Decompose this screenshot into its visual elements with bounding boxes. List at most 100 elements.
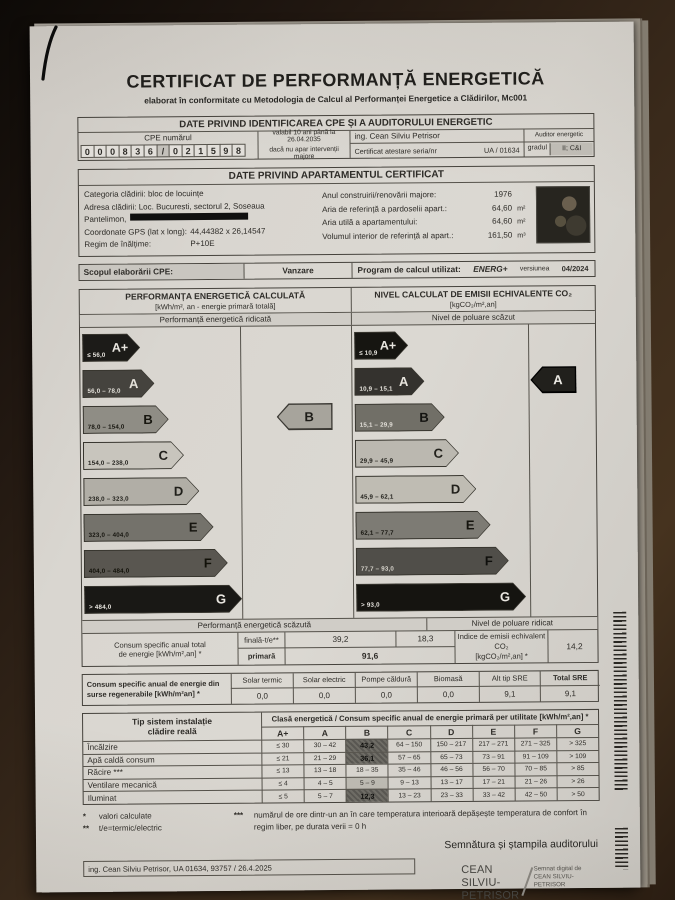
- validity-line2: dacă nu apar intervenții majore: [269, 145, 339, 161]
- utility-cell: 17 – 21: [472, 775, 515, 789]
- class-col-header: C: [387, 725, 430, 739]
- auditor-box-label: Auditor energetic: [524, 128, 594, 143]
- class-col-header: D: [429, 724, 472, 739]
- renewables-col-heat-pump: Pompe căldură: [354, 672, 417, 688]
- class-range: 62,1 – 77,7: [360, 529, 394, 537]
- energy-top-label: Performanță energetică ridicată: [79, 312, 352, 327]
- class-range: 45,9 – 62,1: [360, 493, 394, 501]
- class-letter: B: [143, 411, 153, 427]
- class-letter: D: [173, 483, 184, 499]
- program-label: Program de calcul utilizat:: [357, 264, 461, 276]
- final-electric-value: 18,3: [395, 631, 455, 648]
- class-range: > 93,0: [361, 601, 380, 609]
- apartment-section: DATE PRIVIND APARTAMENTUL CERTIFICAT Cat…: [77, 164, 596, 257]
- gps-value: 44,44382 x 26,14547: [190, 226, 266, 236]
- auditor-grade-cell: Auditor energetic gradul II; C&I: [524, 128, 594, 157]
- renewables-value: 0,0: [354, 687, 417, 703]
- grade-label: gradul: [527, 144, 548, 152]
- program-value: ENERG+: [473, 264, 508, 275]
- class-letter: A+: [379, 338, 397, 353]
- utility-cell: > 109: [556, 749, 599, 763]
- utility-cell-highlighted: 43,2: [345, 738, 388, 752]
- utility-cell: 13 – 23: [387, 788, 431, 802]
- renewables-label: Consum specific anual de energie din sur…: [86, 679, 220, 699]
- class-col-header: B: [345, 725, 388, 739]
- attestation-label: Certificat atestare seria/nr: [354, 145, 437, 156]
- footnotes: * valori calculate ** t/e=termic/electri…: [83, 807, 600, 834]
- utility-cell-shaded: 5 – 9: [345, 776, 388, 790]
- class-range: 154,0 – 238,0: [88, 459, 129, 467]
- height-row: Regim de înălțime: P+10E: [84, 238, 314, 252]
- signature-caption: Semnătura și ștampila auditorului: [444, 839, 599, 852]
- digital-signature-stamp: CEAN SILVIU- PETRISOR Semnat digital de …: [461, 863, 594, 900]
- utility-cell: ≤ 30: [261, 739, 304, 753]
- class-letter: D: [450, 481, 461, 497]
- utilities-class-table: Tip sistem instalație clădire reală Clas…: [82, 708, 600, 805]
- apartment-right-column: Anul construirii/renovării majore: 1976 …: [314, 185, 530, 250]
- purpose-label: Scopul elaborării CPE:: [79, 263, 245, 280]
- purpose-row: Scopul elaborării CPE: Vanzare Program d…: [78, 259, 596, 281]
- version-label: versiunea: [519, 265, 550, 273]
- utility-row-name: Iluminat: [83, 789, 262, 804]
- class-letter: C: [433, 445, 444, 461]
- height-label: Regim de înălțime:: [84, 239, 152, 250]
- gps-label: Coordonate GPS (lat x long):: [84, 226, 187, 237]
- class-range: 56,0 – 78,0: [87, 387, 121, 395]
- utility-cell: > 325: [556, 736, 599, 750]
- utility-cell: 150 – 217: [429, 737, 472, 751]
- class-range: 77,7 – 93,0: [360, 565, 395, 573]
- final-energy-label: finală-t/e**: [237, 632, 285, 649]
- class-range: 404,0 – 484,0: [88, 567, 130, 575]
- purpose-value: Vanzare: [244, 262, 353, 279]
- page-title: CERTIFICAT DE PERFORMANȚĂ ENERGETICĂ: [126, 68, 545, 92]
- class-range: 78,0 – 154,0: [87, 423, 125, 431]
- class-range: 238,0 – 323,0: [88, 495, 129, 503]
- class-letter: A+: [111, 340, 129, 355]
- height-value: P+10E: [190, 239, 215, 249]
- class-range: ≤ 10,9: [359, 349, 378, 357]
- footnote-2: ** t/e=termic/electric: [82, 822, 162, 833]
- class-letter: B: [419, 409, 429, 425]
- version-value: 04/2024: [561, 263, 589, 274]
- utility-cell: ≤ 21: [261, 751, 304, 765]
- class-col-header: A: [303, 725, 346, 740]
- utility-cell: ≤ 13: [261, 764, 304, 778]
- utility-cell: 73 – 91: [471, 750, 515, 764]
- stamp-name: CEAN SILVIU- PETRISOR: [461, 863, 520, 900]
- class-letter: G: [499, 589, 511, 605]
- utility-cell: 65 – 73: [429, 750, 473, 764]
- class-letter: F: [203, 555, 212, 571]
- energy-class-scale: ≤ 56,0 A+ 56,0 – 78,0 A 78,0 – 154,0 B 154,…: [79, 325, 355, 620]
- auditor-signature-box: ing. Cean Silviu Petrisor, UA 01634, 937…: [83, 858, 416, 878]
- identification-section: DATE PRIVIND IDENTIFICAREA CPE ȘI A AUDI…: [77, 112, 595, 162]
- utility-cell: 9 – 13: [387, 776, 431, 789]
- class-letter: C: [158, 447, 169, 463]
- attestation-value: UA / 01634: [483, 145, 520, 155]
- cpe-number-cell: CPE numărul 0 0 0 8 3 6 / 0 2 1 5 9: [78, 131, 259, 161]
- certificate-page: CERTIFICAT DE PERFORMANȚĂ ENERGETICĂ ela…: [29, 21, 641, 900]
- renewables-value: 0,0: [230, 688, 293, 704]
- utility-cell: ≤ 4: [261, 777, 304, 790]
- co2-bottom-label: Nivel de poluare ridicat: [471, 618, 554, 629]
- renewables-col-other: Alt tip SRE: [478, 671, 540, 687]
- auditor-name: ing. Cean Silviu Petrisor: [350, 129, 524, 144]
- utility-cell: 23 – 33: [430, 788, 473, 802]
- utility-cell: > 50: [556, 787, 599, 801]
- class-col-header: E: [471, 724, 514, 738]
- utility-cell: 57 – 65: [387, 750, 430, 764]
- utility-cell: 70 – 85: [514, 762, 557, 776]
- utility-cell: 91 – 109: [514, 749, 557, 763]
- utility-cell: > 26: [556, 774, 599, 788]
- class-col-header: F: [513, 724, 557, 738]
- renewables-value: 0,0: [416, 686, 479, 703]
- page-subtitle: elaborat în conformitate cu Metodologia …: [144, 92, 528, 106]
- signature-zone: ing. Cean Silviu Petrisor, UA 01634, 937…: [83, 855, 600, 900]
- renewables-table: Consum specific anual de energie din sur…: [81, 669, 600, 706]
- utility-cell: 21 – 29: [303, 751, 346, 765]
- utility-cell: 4 – 5: [303, 776, 346, 790]
- co2-index-label: Indice de emisii echivalent CO₂ [kgCO₂/m…: [454, 630, 548, 664]
- stamp-note: Semnat digital de CEAN SILVIU-PETRISOR: [533, 865, 582, 889]
- co2-top-label: Nivel de poluare scăzut: [431, 313, 516, 323]
- energy-chart-header: PERFORMANȚA ENERGETICĂ CALCULATĂ [kWh/m²…: [79, 287, 352, 314]
- class-range: ≤ 56,0: [87, 351, 106, 359]
